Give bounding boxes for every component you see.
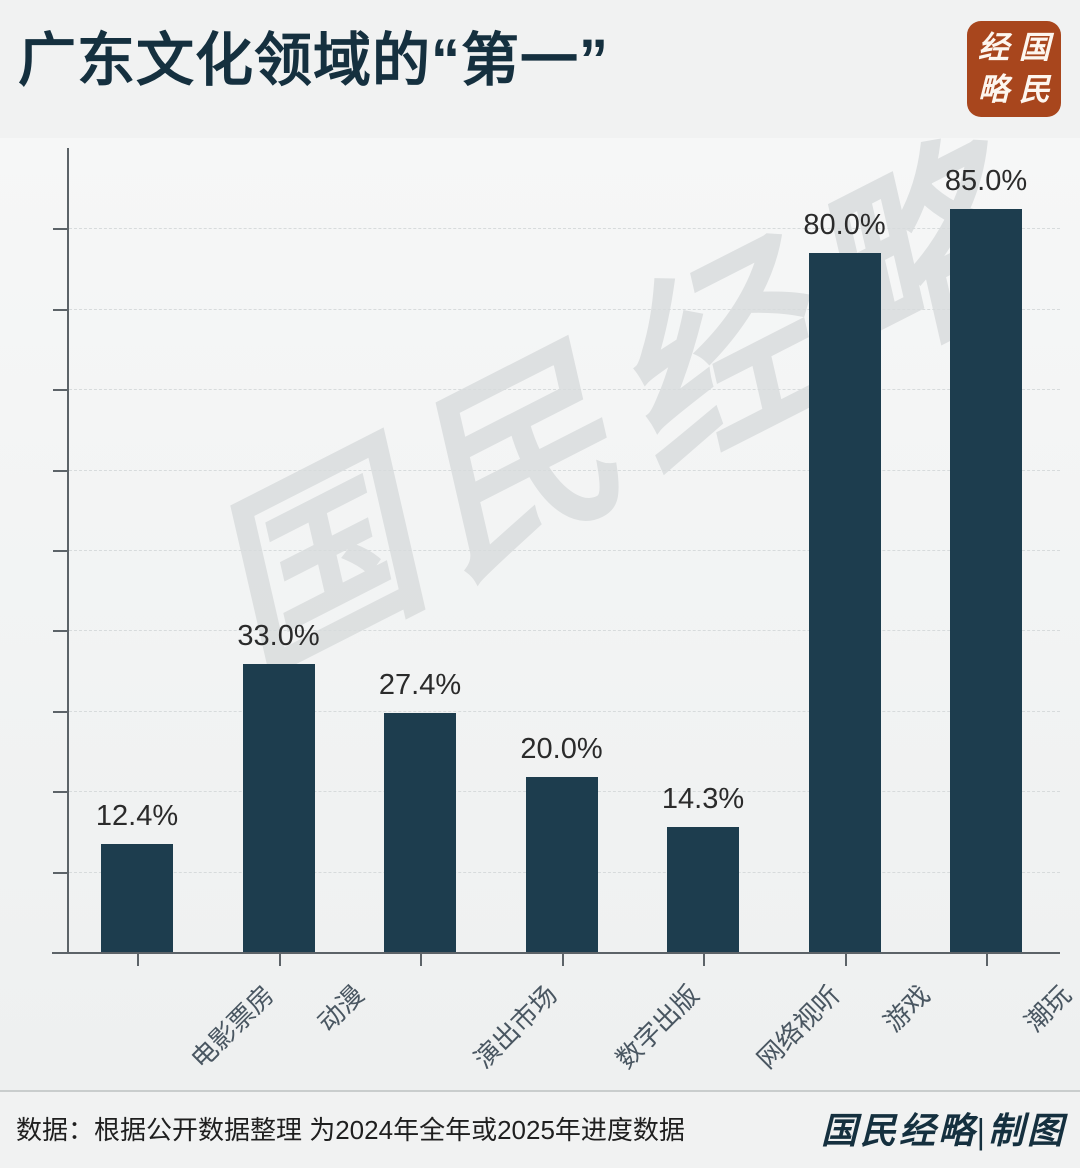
x-axis-tick [420, 954, 422, 966]
footer-bar: 数据：根据公开数据整理 为2024年全年或2025年进度数据 国民经略|制图 [0, 1092, 1080, 1168]
footer-source-note: 数据：根据公开数据整理 为2024年全年或2025年进度数据 [16, 1115, 685, 1145]
bar-chart: 国民经略 12.4% 33.0% 27.4% 20.0% 14.3% 80.0% 85.0%… [0, 138, 1080, 1090]
y-axis-tick [53, 228, 67, 231]
x-axis-line [52, 952, 1060, 954]
bar-value-label: 12.4% [95, 799, 179, 832]
bar-value-label: 27.4% [378, 668, 462, 701]
x-axis-category-label: 数字出版 [609, 979, 705, 1075]
bar-value-label: 14.3% [661, 783, 745, 816]
y-axis-tick [53, 550, 67, 552]
bar[interactable] [525, 777, 598, 952]
x-axis-tick [986, 954, 988, 966]
y-axis-tick [53, 791, 67, 794]
plot-area: 12.4% 33.0% 27.4% 20.0% 14.3% 80.0% 85.0% 电影票房… [52, 148, 1077, 1074]
badge-char-1: 经 [978, 30, 1009, 65]
header-bar: 广东文化领域的“第一” 经 国 略 民 [0, 0, 1080, 138]
y-axis-tick [53, 630, 67, 633]
bar[interactable] [950, 209, 1022, 952]
badge-char-4: 民 [1019, 72, 1050, 107]
gridline [69, 550, 1060, 551]
y-axis-tick [53, 389, 67, 392]
bar-value-label: 80.0% [803, 208, 886, 241]
footer-divider [0, 1090, 1080, 1092]
x-axis-category-label: 游戏 [877, 979, 936, 1038]
gridline [69, 630, 1060, 632]
x-axis-tick [844, 954, 847, 966]
page-title: 广东文化领域的“第一” [18, 28, 610, 93]
y-axis-tick [53, 871, 67, 874]
bar-value-label: 33.0% [237, 619, 320, 652]
x-axis-category-label: 潮玩 [1018, 979, 1077, 1038]
brand-logo-badge: 经 国 略 民 [967, 21, 1061, 117]
x-axis-category-label: 演出市场 [468, 979, 563, 1075]
y-axis-tick [53, 469, 67, 472]
footer-credit: 国民经略|制图 [821, 1111, 1066, 1151]
bar[interactable] [384, 712, 456, 952]
gridline [69, 469, 1060, 471]
y-axis-line [67, 148, 69, 954]
bar[interactable] [667, 827, 739, 952]
x-axis-tick [137, 954, 139, 966]
y-axis-tick [53, 308, 67, 311]
x-axis-tick [278, 954, 281, 966]
x-axis-category-label: 电影票房 [185, 979, 280, 1075]
x-axis-tick [561, 954, 564, 966]
bar[interactable] [808, 252, 881, 952]
bar-value-label: 20.0% [520, 733, 603, 766]
bar[interactable] [101, 843, 173, 952]
x-axis-category-label: 动漫 [311, 979, 370, 1038]
gridline [69, 389, 1060, 391]
bar-value-label: 85.0% [944, 165, 1028, 198]
gridline [69, 710, 1060, 712]
gridline [69, 228, 1060, 230]
x-axis-tick [703, 954, 705, 966]
gridline [69, 308, 1060, 310]
bar[interactable] [242, 663, 315, 952]
x-axis-category-label: 网络视听 [751, 979, 846, 1075]
badge-char-2: 国 [1019, 30, 1050, 65]
badge-char-3: 略 [978, 72, 1009, 107]
y-axis-tick [53, 710, 67, 713]
